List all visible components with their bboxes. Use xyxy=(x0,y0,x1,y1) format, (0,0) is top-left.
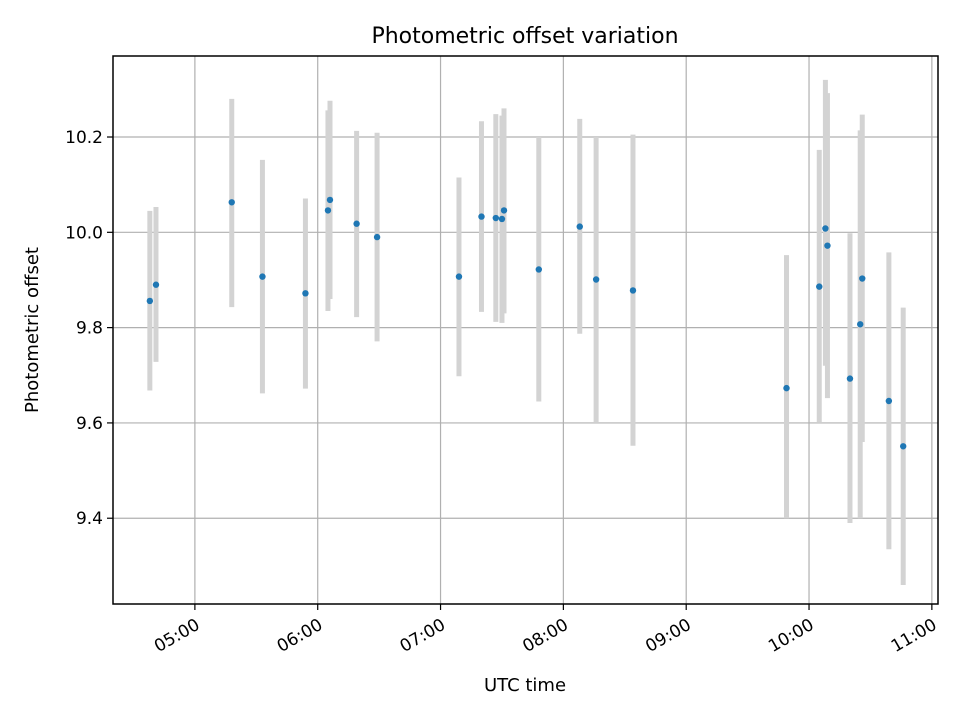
x-tick-label: 06:00 xyxy=(274,615,326,657)
x-tick-label: 11:00 xyxy=(888,615,940,657)
x-tick-label: 08:00 xyxy=(519,615,571,657)
data-point xyxy=(629,287,637,294)
data-point xyxy=(455,273,463,280)
y-tick-label: 10.0 xyxy=(65,223,103,243)
error-bars xyxy=(147,79,906,585)
x-axis-label: UTC time xyxy=(484,675,566,696)
chart-title: Photometric offset variation xyxy=(371,24,678,49)
data-point xyxy=(373,233,381,241)
data-point xyxy=(885,397,893,405)
data-point xyxy=(824,242,831,249)
data-point xyxy=(816,283,823,290)
x-tick-label: 05:00 xyxy=(151,615,203,657)
data-point xyxy=(324,207,332,214)
data-point xyxy=(783,384,790,392)
x-tick-label: 10:00 xyxy=(765,615,817,657)
data-point xyxy=(857,321,864,328)
x-tick-label: 07:00 xyxy=(397,615,449,657)
data-point xyxy=(498,215,506,223)
data-point xyxy=(228,199,235,206)
data-point xyxy=(478,213,485,220)
grid xyxy=(113,56,938,604)
data-point xyxy=(302,290,309,297)
data-point xyxy=(259,273,266,280)
data-point xyxy=(326,196,334,204)
data-point xyxy=(152,281,160,288)
y-axis-label: Photometric offset xyxy=(22,247,43,413)
data-point xyxy=(146,297,154,305)
y-tick-label: 9.6 xyxy=(76,414,103,434)
data-point xyxy=(576,223,583,230)
data-point xyxy=(846,375,854,382)
data-point xyxy=(822,225,829,232)
data-point xyxy=(492,214,500,222)
data-point xyxy=(859,275,866,282)
data-points xyxy=(146,196,907,450)
data-point xyxy=(592,276,600,283)
y-tick-label: 10.2 xyxy=(65,128,103,148)
x-tick-label: 09:00 xyxy=(642,615,694,657)
data-point xyxy=(899,443,907,450)
data-point xyxy=(353,220,360,227)
data-point xyxy=(535,266,543,273)
y-tick-label: 9.8 xyxy=(76,319,103,339)
y-tick-label: 9.4 xyxy=(76,509,103,529)
data-point xyxy=(500,207,508,214)
plot-frame xyxy=(112,55,939,605)
